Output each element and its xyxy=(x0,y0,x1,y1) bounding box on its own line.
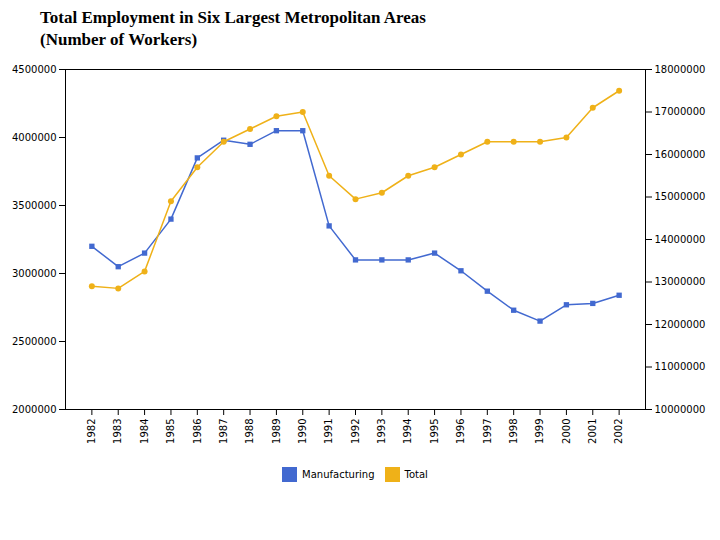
svg-text:16000000: 16000000 xyxy=(655,149,706,160)
svg-text:1998: 1998 xyxy=(508,419,519,444)
svg-text:3500000: 3500000 xyxy=(12,200,57,211)
svg-text:15000000: 15000000 xyxy=(655,191,706,202)
html-text:(Number of Workers): (Number of Workers) xyxy=(40,30,198,49)
svg-text:2002: 2002 xyxy=(613,419,624,444)
svg-text:1995: 1995 xyxy=(429,419,440,444)
svg-text:18000000: 18000000 xyxy=(655,64,706,75)
svg-text:1996: 1996 xyxy=(455,419,466,444)
svg-text:2000000: 2000000 xyxy=(12,404,57,415)
html-text:Total Employment in Six Larges: Total Employment in Six Largest Metropol… xyxy=(40,8,426,27)
svg-text:1984: 1984 xyxy=(139,419,150,444)
svg-text:1997: 1997 xyxy=(482,419,493,444)
svg-text:1993: 1993 xyxy=(376,419,387,444)
svg-text:10000000: 10000000 xyxy=(655,404,706,415)
svg-text:1983: 1983 xyxy=(112,419,123,444)
svg-text:2500000: 2500000 xyxy=(12,336,57,347)
svg-text:2000: 2000 xyxy=(561,419,572,444)
svg-text:1986: 1986 xyxy=(192,419,203,444)
svg-text:1999: 1999 xyxy=(534,419,545,444)
svg-text:12000000: 12000000 xyxy=(655,319,706,330)
svg-text:14000000: 14000000 xyxy=(655,234,706,245)
svg-text:2001: 2001 xyxy=(587,419,598,444)
svg-text:11000000: 11000000 xyxy=(655,361,706,372)
svg-text:1982: 1982 xyxy=(86,419,97,444)
svg-text:1987: 1987 xyxy=(218,419,229,444)
svg-text:3000000: 3000000 xyxy=(12,268,57,279)
svg-text:17000000: 17000000 xyxy=(655,106,706,117)
svg-text:1991: 1991 xyxy=(323,419,334,444)
svg-text:1990: 1990 xyxy=(297,419,308,444)
html-text:Manufacturing: Manufacturing xyxy=(302,469,375,480)
svg-text:4000000: 4000000 xyxy=(12,132,57,143)
svg-text:1989: 1989 xyxy=(271,419,282,444)
html-text:Total: Total xyxy=(404,469,428,480)
svg-text:1985: 1985 xyxy=(165,419,176,444)
svg-text:1994: 1994 xyxy=(402,419,413,444)
svg-text:4500000: 4500000 xyxy=(12,64,57,75)
svg-text:1992: 1992 xyxy=(350,419,361,444)
svg-text:1988: 1988 xyxy=(244,419,255,444)
svg-text:13000000: 13000000 xyxy=(655,276,706,287)
